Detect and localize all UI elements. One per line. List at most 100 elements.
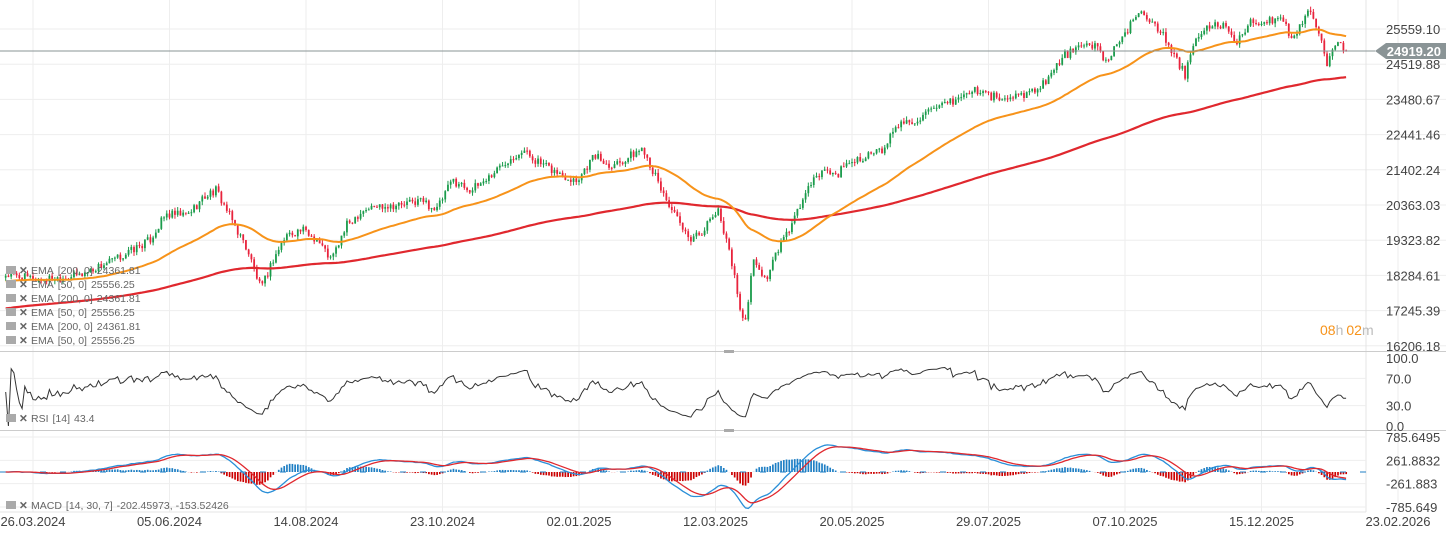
- candle[interactable]: [220, 190, 223, 206]
- candle[interactable]: [337, 244, 340, 249]
- candle[interactable]: [834, 170, 837, 175]
- candle[interactable]: [498, 163, 501, 171]
- menu-icon[interactable]: [6, 308, 16, 316]
- candle[interactable]: [788, 230, 791, 236]
- candle[interactable]: [190, 209, 193, 217]
- candle[interactable]: [509, 155, 512, 166]
- candle[interactable]: [7, 274, 10, 278]
- candle[interactable]: [528, 149, 531, 158]
- candle[interactable]: [1304, 14, 1307, 28]
- candle[interactable]: [979, 89, 982, 96]
- candle[interactable]: [654, 169, 657, 176]
- candle[interactable]: [763, 274, 766, 278]
- candle[interactable]: [520, 150, 523, 159]
- candle[interactable]: [285, 232, 288, 242]
- candle[interactable]: [597, 150, 600, 160]
- candle[interactable]: [941, 101, 943, 109]
- candle[interactable]: [1154, 21, 1156, 27]
- candle[interactable]: [127, 246, 130, 257]
- candle[interactable]: [201, 194, 204, 206]
- candle[interactable]: [949, 98, 952, 105]
- candle[interactable]: [728, 237, 731, 251]
- candle[interactable]: [94, 269, 97, 274]
- candle[interactable]: [1257, 22, 1260, 27]
- candle[interactable]: [807, 182, 810, 197]
- candle[interactable]: [586, 165, 589, 174]
- candle[interactable]: [1315, 18, 1317, 31]
- candle[interactable]: [362, 210, 365, 217]
- candle[interactable]: [1342, 41, 1345, 54]
- candle[interactable]: [291, 230, 294, 238]
- candle[interactable]: [130, 244, 133, 254]
- candle[interactable]: [1339, 41, 1342, 44]
- candle[interactable]: [81, 273, 84, 277]
- candle[interactable]: [457, 181, 460, 189]
- legend-row-ema[interactable]: ✕ EMA [200, 0] 24361.81: [6, 293, 141, 305]
- candle[interactable]: [963, 90, 965, 100]
- candle[interactable]: [1268, 15, 1271, 26]
- candle[interactable]: [900, 119, 903, 132]
- candle[interactable]: [1282, 15, 1285, 22]
- candle[interactable]: [919, 117, 922, 125]
- macd-line[interactable]: [5, 444, 1347, 510]
- candle[interactable]: [1211, 25, 1214, 29]
- candle[interactable]: [1334, 45, 1337, 51]
- candle[interactable]: [1006, 95, 1009, 103]
- legend-row-rsi[interactable]: ✕ RSI [14] 43.4: [6, 413, 95, 425]
- candle[interactable]: [982, 89, 984, 97]
- candle[interactable]: [859, 153, 862, 163]
- candle[interactable]: [217, 183, 220, 193]
- candle[interactable]: [632, 149, 635, 161]
- candle[interactable]: [635, 148, 638, 158]
- candle[interactable]: [1148, 18, 1151, 24]
- candle[interactable]: [911, 118, 913, 125]
- candle[interactable]: [629, 148, 632, 162]
- candle[interactable]: [821, 170, 823, 180]
- candle[interactable]: [408, 196, 411, 203]
- candle[interactable]: [1208, 21, 1211, 32]
- candle[interactable]: [823, 166, 826, 171]
- candle[interactable]: [86, 272, 89, 277]
- candle[interactable]: [916, 117, 919, 126]
- candle[interactable]: [801, 197, 804, 210]
- candle[interactable]: [389, 203, 392, 212]
- candle[interactable]: [444, 190, 447, 203]
- candle[interactable]: [171, 209, 174, 219]
- candle[interactable]: [1110, 55, 1113, 61]
- candle[interactable]: [730, 247, 733, 270]
- candle[interactable]: [417, 195, 419, 207]
- candle[interactable]: [397, 202, 400, 210]
- candle[interactable]: [851, 158, 853, 168]
- candle[interactable]: [889, 132, 892, 148]
- candle[interactable]: [296, 228, 299, 241]
- candle[interactable]: [427, 199, 430, 211]
- candle[interactable]: [485, 178, 488, 184]
- candle[interactable]: [1337, 41, 1339, 47]
- candle[interactable]: [957, 94, 960, 103]
- candle[interactable]: [373, 205, 376, 208]
- candle[interactable]: [1096, 42, 1099, 51]
- candle[interactable]: [245, 239, 247, 251]
- candle[interactable]: [512, 156, 515, 163]
- candle[interactable]: [1276, 16, 1279, 22]
- candle[interactable]: [449, 179, 452, 189]
- candle[interactable]: [1077, 42, 1080, 51]
- candle[interactable]: [231, 209, 234, 224]
- candle[interactable]: [1159, 29, 1162, 36]
- candle[interactable]: [973, 86, 976, 94]
- candle[interactable]: [831, 172, 834, 177]
- candle[interactable]: [558, 171, 561, 175]
- candle[interactable]: [116, 254, 119, 259]
- candle[interactable]: [83, 270, 86, 278]
- candle[interactable]: [676, 209, 679, 217]
- candle[interactable]: [305, 225, 307, 232]
- candle[interactable]: [482, 178, 485, 186]
- candle[interactable]: [523, 147, 526, 153]
- candle[interactable]: [176, 207, 179, 217]
- candle[interactable]: [995, 91, 998, 99]
- candle[interactable]: [750, 273, 752, 305]
- candle[interactable]: [1328, 53, 1331, 68]
- candle[interactable]: [894, 125, 897, 133]
- candle[interactable]: [840, 165, 842, 178]
- candle[interactable]: [1189, 52, 1192, 65]
